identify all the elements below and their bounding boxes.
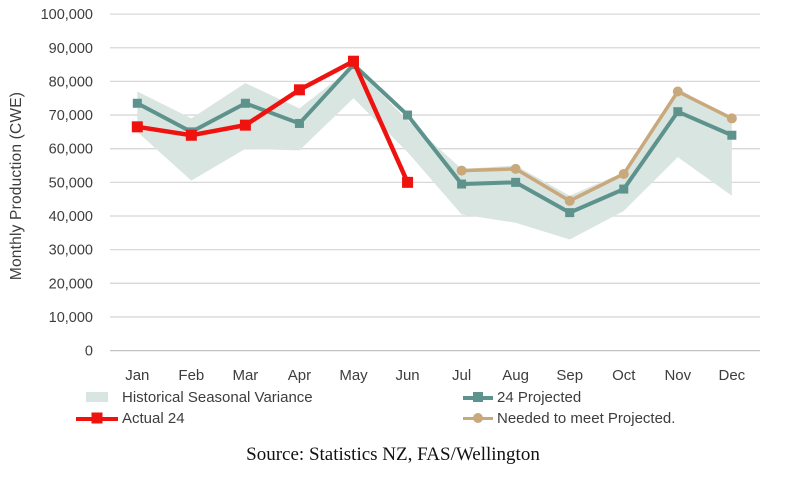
x-axis-month-label: Feb xyxy=(178,367,204,384)
y-axis-tick-label: 30,000 xyxy=(49,243,93,259)
legend-label-projected: 24 Projected xyxy=(497,388,582,406)
actual-line xyxy=(136,58,410,184)
actual-line-marker xyxy=(131,121,143,133)
projected-line xyxy=(136,61,733,215)
y-axis-tick-label: 20,000 xyxy=(49,276,93,292)
y-axis-tick-label: 90,000 xyxy=(49,41,93,57)
legend-label-needed: Needed to meet Projected. xyxy=(497,409,676,427)
needed-line xyxy=(461,89,733,203)
source-text: Source: Statistics NZ, FAS/Wellington xyxy=(246,444,540,465)
projected-line-marker xyxy=(457,179,467,189)
x-axis-month-label: Jul xyxy=(452,367,471,384)
projected-line-marker xyxy=(240,98,250,108)
x-axis-month-label: Oct xyxy=(612,367,636,384)
x-axis-month-label: Aug xyxy=(502,367,529,384)
y-axis-tick-label: 50,000 xyxy=(49,175,93,191)
x-axis-month-label: May xyxy=(339,367,368,384)
x-axis-month-label: Jun xyxy=(395,367,419,384)
y-axis-tick-label: 40,000 xyxy=(49,209,93,225)
y-axis-tick-label: 70,000 xyxy=(49,108,93,124)
projected-line-marker xyxy=(403,110,413,120)
projected-line-marker xyxy=(511,177,521,187)
needed-line-marker xyxy=(564,195,575,206)
projected-line-marker xyxy=(727,130,737,140)
needed-line-marker xyxy=(618,168,629,179)
legend-item-projected: 24 Projected xyxy=(463,388,582,406)
actual-line-marker xyxy=(185,129,197,141)
legend-label-actual: Actual 24 xyxy=(122,409,185,427)
projected-line-marker xyxy=(294,118,304,128)
x-axis-month-label: Sep xyxy=(556,367,583,384)
projected-line-marker xyxy=(565,208,575,218)
x-axis-month-label: Jan xyxy=(125,367,149,384)
needed-line-marker xyxy=(672,86,683,97)
actual-line-marker xyxy=(402,176,414,188)
y-axis-title: Monthly Production (CWE) xyxy=(8,91,25,281)
legend-label-variance: Historical Seasonal Variance xyxy=(122,388,313,406)
legend-item-needed: Needed to meet Projected. xyxy=(463,409,676,427)
y-axis-tick-label: 80,000 xyxy=(49,74,93,90)
projected-line-marker xyxy=(132,98,142,108)
variance-band xyxy=(137,66,732,240)
y-axis-tick-label: 60,000 xyxy=(49,142,93,158)
x-axis-month-label: Apr xyxy=(288,367,311,384)
legend-item-actual: Actual 24 xyxy=(76,409,185,427)
actual-line-swatch xyxy=(76,411,118,425)
x-axis-month-label: Nov xyxy=(664,367,691,384)
x-axis-month-label: Mar xyxy=(232,367,258,384)
projected-line-marker xyxy=(619,184,629,194)
variance-band-swatch xyxy=(76,390,118,404)
needed-line-swatch xyxy=(463,411,493,425)
projected-line-marker xyxy=(673,107,683,117)
needed-line-marker xyxy=(510,163,521,174)
legend-item-variance: Historical Seasonal Variance xyxy=(76,388,313,406)
actual-line-marker xyxy=(293,84,305,96)
actual-line-marker xyxy=(348,55,359,67)
y-axis-tick-label: 10,000 xyxy=(49,310,93,326)
actual-line-marker xyxy=(239,119,251,131)
y-axis-tick-label: 0 xyxy=(85,344,93,360)
needed-line-marker xyxy=(726,113,737,124)
y-axis-tick-label: 100,000 xyxy=(41,7,93,23)
x-axis-month-label: Dec xyxy=(719,367,746,384)
needed-line-marker xyxy=(456,165,467,176)
projected-line-swatch xyxy=(463,390,493,404)
